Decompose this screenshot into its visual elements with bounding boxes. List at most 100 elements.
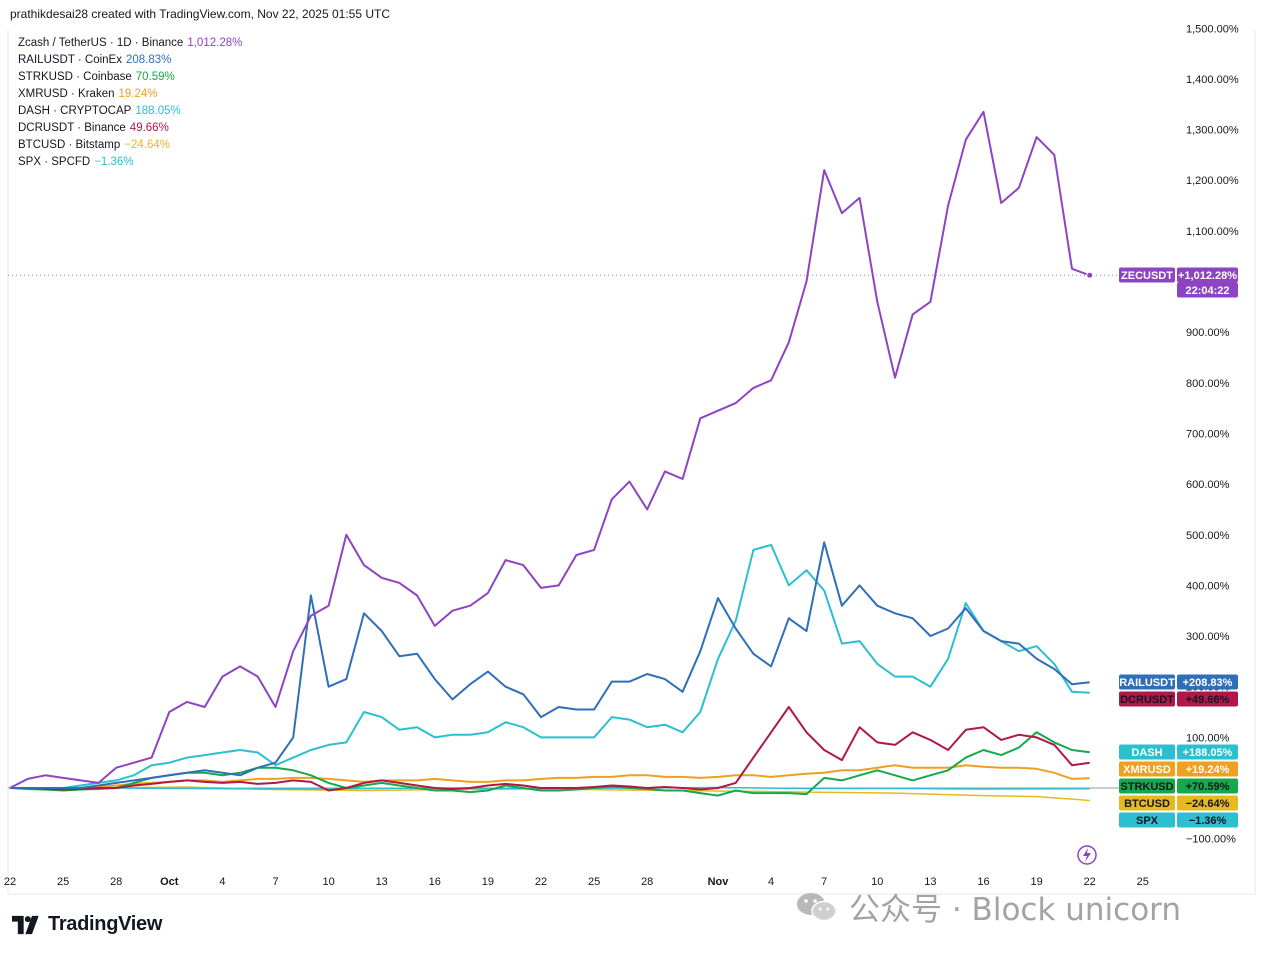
x-tick-label: 22 xyxy=(4,876,16,888)
legend-symbol: XMRUSD · Kraken xyxy=(18,88,115,100)
series-value-tag-strkusd-bg xyxy=(1177,778,1238,794)
x-tick-label: 16 xyxy=(977,876,989,888)
series-name-tag-zecusdt: ZECUSDT xyxy=(1119,267,1175,283)
x-tick-label: 19 xyxy=(482,876,494,888)
legend-item[interactable]: XMRUSD · Kraken 19.24% xyxy=(18,86,242,103)
tradingview-brand[interactable]: TradingView xyxy=(12,913,162,936)
series-name-tag-railusdt: RAILUSDT xyxy=(1119,674,1175,690)
series-name-tag-btcusd: BTCUSD xyxy=(1119,795,1175,811)
series-value-tag-railusdt-bg xyxy=(1177,674,1238,690)
series-name-tag-railusdt-bg xyxy=(1119,674,1175,690)
series-name-tag-spx-bg xyxy=(1119,812,1175,828)
series-line-dash xyxy=(10,543,1090,789)
series-name-tag-strkusd: STRKUSD xyxy=(1119,778,1175,794)
watermark-text: 公众号 · Block unicorn xyxy=(849,892,1182,928)
x-tick-label: 22 xyxy=(1084,876,1096,888)
series-value-tag-spx-text: −1.36% xyxy=(1189,815,1227,827)
series-value-tag-zecusdt: +1,012.28% xyxy=(1177,267,1238,283)
series-name-tag-zecusdt-bg xyxy=(1119,267,1175,283)
legend-item[interactable]: BTCUSD · Bitstamp −24.64% xyxy=(18,137,242,154)
legend-symbol: BTCUSD · Bitstamp xyxy=(18,139,121,151)
series-value-tag-dcrusdt: +49.66% xyxy=(1177,691,1238,707)
x-tick-label: 10 xyxy=(871,876,883,888)
x-tick-label: 10 xyxy=(322,876,334,888)
series-name-tag-dash-text: DASH xyxy=(1131,747,1162,759)
legend-item[interactable]: STRKUSD · Coinbase 70.59% xyxy=(18,69,242,86)
lightning-icon-bolt xyxy=(1083,848,1091,862)
legend-symbol: Zcash / TetherUS · 1D · Binance xyxy=(18,37,184,49)
series-name-tag-spx: SPX xyxy=(1119,812,1175,828)
series-value-tag-btcusd-bg xyxy=(1177,795,1238,811)
y-tick-label: 1,200.00% xyxy=(1186,175,1239,187)
series-value-tag-xmrusd-text: +19.24% xyxy=(1186,764,1230,776)
legend-item[interactable]: RAILUSDT · CoinEx 208.83% xyxy=(18,52,242,69)
series-value-tag-xmrusd-bg xyxy=(1177,761,1238,777)
zec-countdown-tag-bg xyxy=(1177,282,1238,298)
x-tick-label: 13 xyxy=(924,876,936,888)
legend-item[interactable]: DCRUSDT · Binance 49.66% xyxy=(18,120,242,137)
series-value-tag-railusdt: +208.83% xyxy=(1177,674,1238,690)
series-value-tag-xmrusd: +19.24% xyxy=(1177,761,1238,777)
series-line-strkusd xyxy=(9,731,1090,797)
series-value-tag-strkusd-text: +70.59% xyxy=(1186,781,1230,793)
legend-item[interactable]: SPX · SPCFD −1.36% xyxy=(18,154,242,171)
y-tick-label: 900.00% xyxy=(1186,327,1230,339)
series-value-tag-spx-bg xyxy=(1177,812,1238,828)
legend-value: 208.83% xyxy=(125,54,172,66)
y-tick-label: −100.00% xyxy=(1186,834,1236,846)
series-line-zecusdt xyxy=(9,110,1091,789)
series-name-tag-strkusd-bg xyxy=(1119,778,1175,794)
series-name-tag-strkusd-text: STRKUSD xyxy=(1120,781,1173,793)
series-value-tag-spx: −1.36% xyxy=(1177,812,1238,828)
legend-item[interactable]: Zcash / TetherUS · 1D · Binance 1,012.28% xyxy=(18,35,242,52)
chart-header: prathikdesai28 created with TradingView.… xyxy=(10,7,390,21)
x-tick-label: 4 xyxy=(219,876,225,888)
x-tick-label: 13 xyxy=(376,876,388,888)
y-tick-label: 1,500.00% xyxy=(1186,23,1239,35)
series-name-tag-xmrusd-bg xyxy=(1119,761,1175,777)
series-value-tag-btcusd-text: −24.64% xyxy=(1186,798,1230,810)
series-line-dcrusdt xyxy=(10,706,1090,792)
x-tick-label: 7 xyxy=(821,876,827,888)
y-tick-label: 1,300.00% xyxy=(1186,125,1239,137)
legend-value: −1.36% xyxy=(94,156,134,168)
x-tick-label: 28 xyxy=(641,876,653,888)
series-legend: Zcash / TetherUS · 1D · Binance 1,012.28%… xyxy=(18,35,242,171)
series-name-tag-dash-bg xyxy=(1119,744,1175,760)
legend-value: 70.59% xyxy=(135,71,175,83)
series-name-tag-dcrusdt-bg xyxy=(1119,691,1175,707)
series-name-tag-btcusd-text: BTCUSD xyxy=(1124,798,1170,810)
brand-name: TradingView xyxy=(48,913,163,935)
y-tick-label: 500.00% xyxy=(1186,530,1230,542)
series-value-tag-railusdt-text: +208.83% xyxy=(1183,677,1233,689)
legend-symbol: DASH · CRYPTOCAP xyxy=(18,105,132,117)
series-name-tag-xmrusd: XMRUSD xyxy=(1119,761,1175,777)
legend-symbol: DCRUSDT · Binance xyxy=(18,122,126,134)
legend-value: 1,012.28% xyxy=(187,37,243,49)
y-tick-label: 600.00% xyxy=(1186,479,1230,491)
x-tick-label: 22 xyxy=(535,876,547,888)
series-value-tag-btcusd: −24.64% xyxy=(1177,795,1238,811)
tradingview-logo-icon xyxy=(12,915,39,934)
y-tick-label: 100.00% xyxy=(1186,732,1230,744)
wechat-icon xyxy=(797,892,837,921)
y-tick-label: 1,100.00% xyxy=(1186,226,1239,238)
series-value-tag-dcrusdt-bg xyxy=(1177,691,1238,707)
series-name-tag-spx-text: SPX xyxy=(1136,815,1159,827)
legend-item[interactable]: DASH · CRYPTOCAP 188.05% xyxy=(18,103,242,120)
legend-symbol: SPX · SPCFD xyxy=(18,156,91,168)
x-tick-label: 25 xyxy=(57,876,69,888)
x-tick-label: Oct xyxy=(160,876,179,888)
x-tick-label: 4 xyxy=(768,876,774,888)
y-tick-label: 300.00% xyxy=(1186,631,1230,643)
series-line-btcusd xyxy=(10,786,1090,802)
lightning-icon[interactable] xyxy=(1077,845,1097,865)
x-tick-label: 25 xyxy=(1137,876,1149,888)
legend-value: 188.05% xyxy=(135,105,181,117)
zec-countdown-tag: 22:04:22 xyxy=(1177,282,1238,298)
y-tick-label: 400.00% xyxy=(1186,580,1230,592)
legend-value: 19.24% xyxy=(118,88,158,100)
x-tick-label: 7 xyxy=(272,876,278,888)
series-name-tag-dash: DASH xyxy=(1119,744,1175,760)
